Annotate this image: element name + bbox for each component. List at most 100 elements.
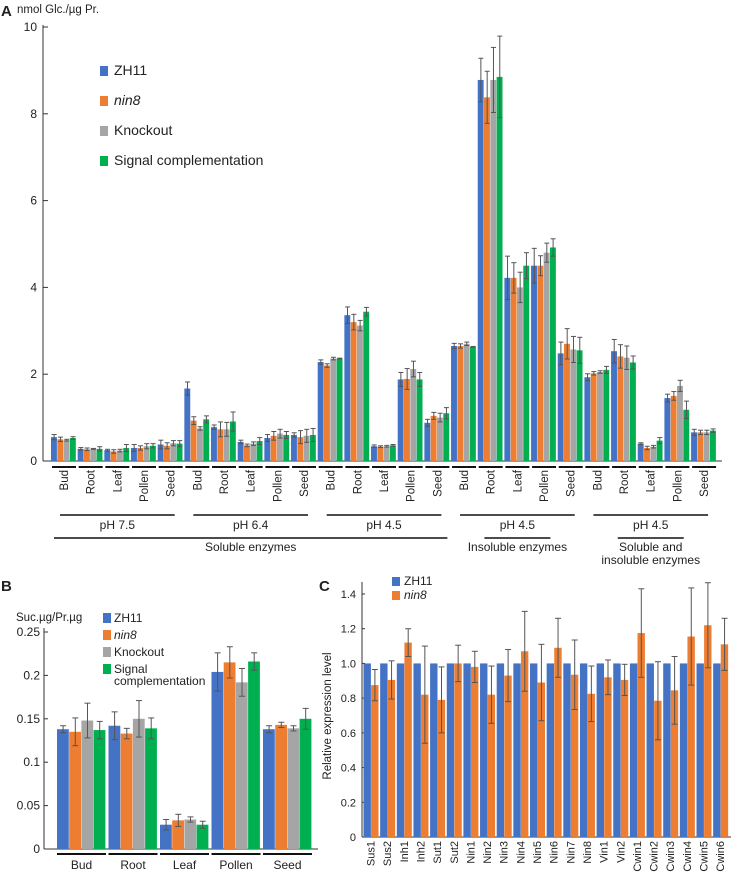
bar-nin8: [377, 446, 384, 461]
tissue-label: Seed: [166, 470, 178, 497]
tissue-label: Leaf: [512, 469, 524, 492]
bar-nin8: [120, 733, 133, 849]
bar-nin8: [69, 731, 81, 849]
bar-nin8: [484, 97, 490, 462]
bar-knockout: [223, 429, 230, 461]
bar-zh11: [211, 671, 224, 849]
legend-label: Knockout: [114, 645, 165, 659]
bar-zh11: [363, 663, 371, 837]
bar-nin8: [670, 690, 679, 837]
y-tick-label: 0.15: [17, 712, 41, 726]
bar-knockout: [490, 79, 497, 461]
bar-signal-complementation: [416, 379, 423, 461]
bar-nin8: [421, 694, 429, 837]
tissue-label: Pollen: [539, 470, 551, 502]
bar-knockout: [383, 446, 390, 461]
bar-zh11: [380, 663, 388, 837]
bar-zh11: [480, 663, 488, 837]
y-tick-label: 4: [30, 280, 37, 294]
legend-swatch: [392, 577, 400, 586]
bar-nin8: [537, 682, 545, 837]
bar-nin8: [454, 663, 462, 837]
bar-signal-complementation: [248, 661, 260, 849]
tissue-label: Seed: [566, 470, 578, 497]
category-label: Inh2: [415, 841, 427, 862]
legend-label: ZH11: [404, 574, 433, 588]
legend-swatch: [103, 664, 111, 674]
legend-label: ZH11: [114, 611, 143, 625]
category-label: Sut2: [449, 841, 461, 864]
y-tick-label: 0.2: [23, 668, 40, 682]
tissue-label: Bud: [59, 470, 71, 490]
bar-zh11: [396, 663, 405, 837]
y-tick-label: 10: [24, 20, 38, 34]
legend-swatch: [100, 96, 108, 106]
bar-nin8: [570, 674, 579, 837]
ph-label: pH 4.5: [500, 518, 536, 532]
tissue-label: Leaf: [246, 469, 258, 492]
category-label: Cwin1: [632, 841, 644, 872]
bar-signal-complementation: [145, 728, 157, 849]
tissue-label: Pollen: [406, 470, 418, 502]
bar-nin8: [223, 662, 236, 849]
bar-nin8: [537, 265, 544, 461]
tissue-label: Leaf: [112, 469, 124, 492]
category-label: Sut1: [432, 841, 444, 864]
bar-signal-complementation: [549, 247, 556, 461]
bar-nin8: [190, 420, 197, 461]
bar-zh11: [530, 663, 538, 837]
category-label: Nin2: [482, 841, 494, 864]
tissue-label: Root: [486, 469, 498, 494]
bar-knockout: [250, 443, 257, 461]
category-label: Nin3: [499, 841, 511, 864]
bar-nin8: [437, 699, 446, 837]
bar-nin8: [371, 685, 379, 837]
panel-label-a: A: [1, 3, 12, 20]
bar-signal-complementation: [149, 445, 156, 461]
bar-zh11: [611, 351, 617, 461]
y-tick-label: 6: [30, 194, 37, 208]
bar-nin8: [471, 666, 479, 837]
bar-signal-complementation: [309, 434, 316, 461]
bar-knockout: [356, 325, 363, 461]
bar-nin8: [654, 700, 662, 837]
category-label: Nin1: [465, 841, 477, 864]
bar-zh11: [691, 432, 697, 461]
panel-a-ylabel: nmol Glc./µg Pr.: [17, 4, 99, 16]
tissue-label: Pollen: [272, 470, 284, 502]
bar-signal-complementation: [709, 430, 716, 461]
panel-b-ylabel: Suc.µg/Pr.µg: [16, 612, 82, 624]
bar-signal-complementation: [283, 434, 290, 461]
legend-swatch: [103, 630, 111, 640]
bar-knockout: [650, 446, 657, 461]
tissue-label: Root: [86, 469, 98, 494]
bar-knockout: [90, 448, 97, 461]
bar-signal-complementation: [336, 358, 343, 461]
bar-nin8: [137, 447, 144, 461]
bar-zh11: [477, 79, 484, 461]
bar-nin8: [504, 675, 512, 837]
bar-knockout: [170, 443, 177, 461]
legend-label: complementation: [114, 674, 205, 688]
bar-nin8: [163, 445, 170, 461]
legend-swatch: [100, 156, 108, 166]
y-tick-label: 0.1: [23, 755, 40, 769]
bar-zh11: [513, 663, 521, 837]
bar-knockout: [235, 682, 248, 849]
bar-nin8: [720, 644, 729, 837]
bar-knockout: [303, 435, 310, 461]
bar-zh11: [430, 663, 438, 837]
y-tick-label: 0.8: [341, 693, 356, 705]
bar-nin8: [487, 694, 496, 837]
bar-nin8: [587, 693, 595, 837]
bar-zh11: [291, 434, 297, 461]
enzyme-label: Insoluble enzymes: [468, 540, 567, 554]
category-label: Cwin6: [715, 841, 727, 872]
bar-signal-complementation: [656, 440, 663, 461]
bar-knockout: [287, 728, 300, 849]
legend-label: nin8: [114, 92, 141, 108]
category-label: Nin8: [582, 841, 594, 864]
bar-nin8: [510, 277, 517, 461]
ph-label: pH 7.5: [100, 518, 136, 532]
bar-signal-complementation: [229, 421, 236, 461]
